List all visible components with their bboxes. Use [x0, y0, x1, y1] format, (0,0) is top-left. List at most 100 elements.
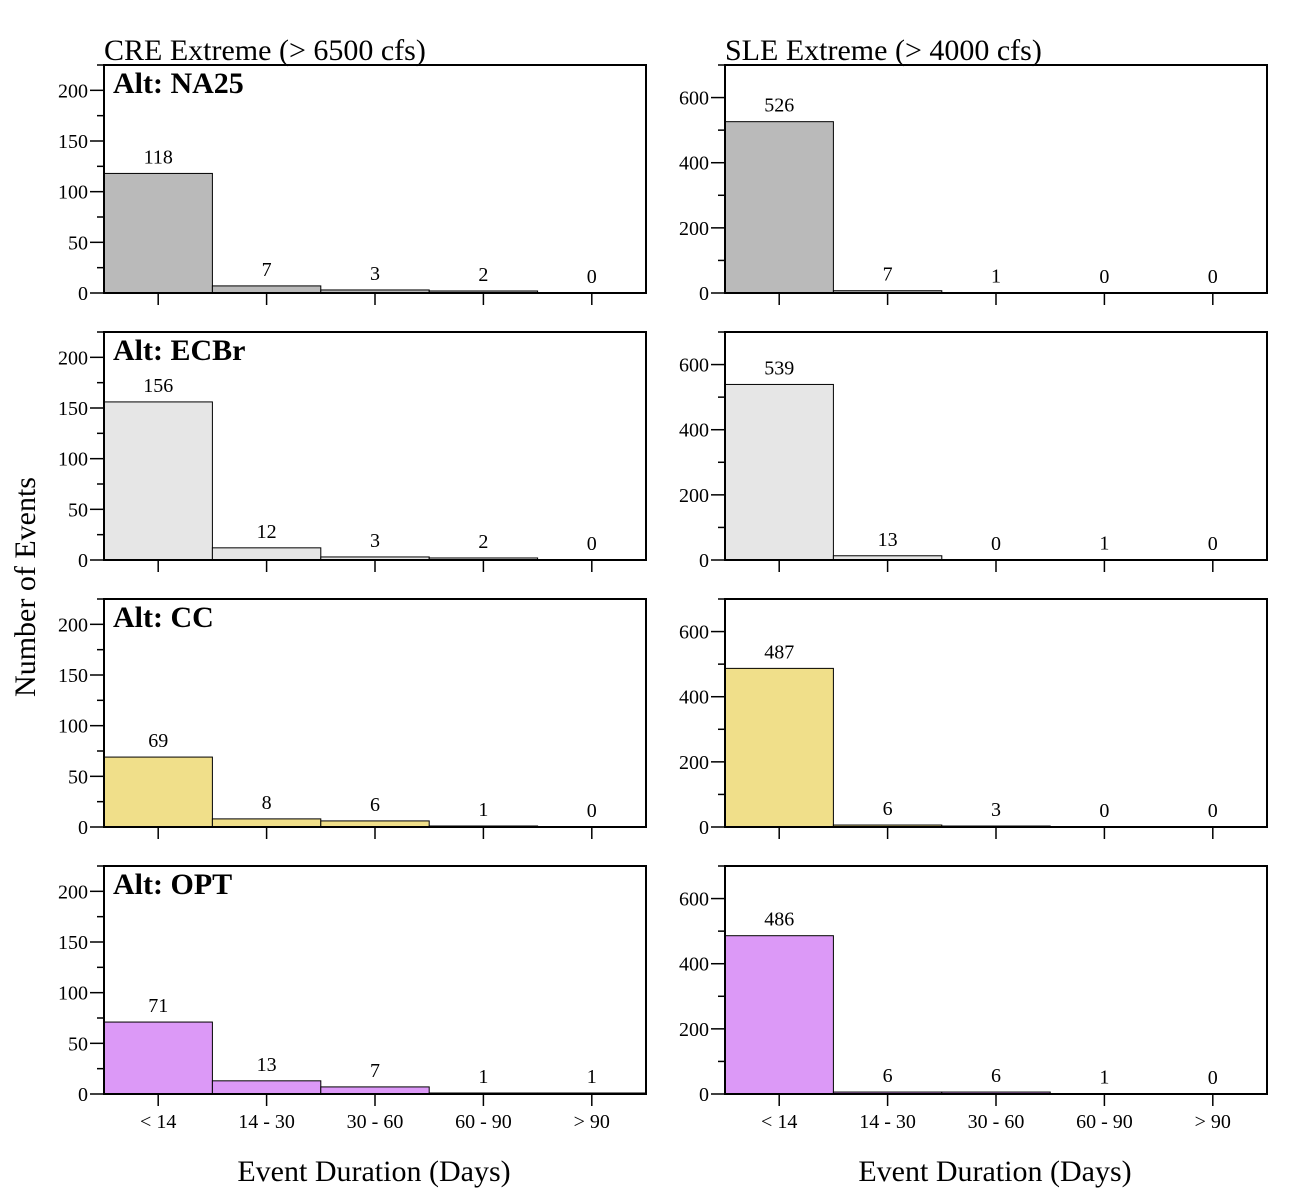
y-tick-label: 400 [679, 687, 709, 709]
panel-label: Alt: CC [113, 601, 214, 634]
bar-value-label: 0 [1208, 533, 1218, 555]
bar-value-label: 1 [587, 1066, 597, 1088]
bar-14-30 [211, 547, 322, 561]
x-tick-label-30-60: 30 - 60 [347, 1111, 404, 1133]
bar-value-label: 0 [991, 533, 1001, 555]
bar-value-label: 3 [370, 530, 380, 552]
bar-value-label: 0 [1208, 800, 1218, 822]
panel-alt-na25-sle: 526 7 1 0 0 0 200 400 600 [679, 64, 1268, 305]
y-tick-label: 600 [679, 88, 709, 110]
y-tick-label: 0 [699, 1084, 709, 1106]
y-tick-label: 50 [68, 766, 88, 788]
bar-value-label: 0 [587, 533, 597, 555]
y-tick-label: 400 [679, 420, 709, 442]
x-tick-label-30-60: 30 - 60 [968, 1111, 1025, 1133]
bar-value-label: 3 [991, 799, 1001, 821]
bar-value-label: 156 [143, 375, 173, 397]
y-tick-label: 150 [58, 398, 88, 420]
panel-alt-opt-sle: 486 6 6 1 0 0 200 400 600 < 14 14 - 30 30 - 60 60 - … [679, 865, 1268, 1133]
panel-label: Alt: NA25 [113, 67, 244, 100]
x-tick-label-90: > 90 [574, 1111, 610, 1133]
y-tick-label: 600 [679, 622, 709, 644]
bar-14 [724, 383, 834, 561]
x-tick-label-90: > 90 [1195, 1111, 1231, 1133]
bar-14 [103, 172, 213, 294]
bar-value-label: 486 [764, 909, 794, 931]
panel-label: Alt: ECBr [113, 334, 245, 367]
bar-14 [724, 121, 834, 294]
y-tick-label: 0 [78, 1084, 88, 1106]
y-tick-label: 0 [699, 283, 709, 305]
panel-alt-ecbr-sle: 539 13 0 1 0 0 200 400 600 [679, 331, 1268, 572]
bar-value-label: 6 [883, 798, 893, 820]
y-tick-label: 200 [58, 347, 88, 369]
bar-14-30 [211, 1080, 322, 1095]
bar-value-label: 1 [478, 799, 488, 821]
column-title-sle: SLE Extreme (> 4000 cfs) [725, 34, 1042, 67]
bar-value-label: 8 [262, 792, 272, 814]
bar-14 [724, 935, 834, 1095]
bar-value-label: 1 [478, 1066, 488, 1088]
bar-14-30 [211, 818, 322, 828]
bar-14 [103, 756, 213, 828]
bar-value-label: 7 [883, 264, 893, 286]
y-tick-label: 100 [58, 983, 88, 1005]
bar-value-label: 526 [764, 95, 794, 117]
y-tick-label: 150 [58, 665, 88, 687]
y-tick-label: 0 [78, 283, 88, 305]
y-tick-label: 0 [699, 550, 709, 572]
x-tick-label-60-90: 60 - 90 [455, 1111, 512, 1133]
bar-value-label: 6 [991, 1065, 1001, 1087]
y-tick-label: 400 [679, 954, 709, 976]
y-tick-label: 100 [58, 716, 88, 738]
bar-30-60 [320, 1086, 430, 1095]
bar-value-label: 0 [1208, 1067, 1218, 1089]
bar-value-label: 118 [144, 146, 173, 168]
x-tick-label-14-30: 14 - 30 [238, 1111, 295, 1133]
x-tick-label-14: < 14 [761, 1111, 797, 1133]
column-title-cre: CRE Extreme (> 6500 cfs) [104, 34, 426, 67]
y-tick-label: 0 [699, 817, 709, 839]
y-tick-label: 200 [679, 218, 709, 240]
x-tick-label-60-90: 60 - 90 [1076, 1111, 1133, 1133]
bar-value-label: 0 [1099, 800, 1109, 822]
bar-value-label: 7 [370, 1060, 380, 1082]
bar-value-label: 2 [478, 264, 488, 286]
bar-14-30 [211, 285, 322, 294]
bar-value-label: 0 [1208, 266, 1218, 288]
panel-alt-cc-sle: 487 6 3 0 0 0 200 400 600 [679, 598, 1268, 839]
bar-value-label: 0 [587, 266, 597, 288]
y-tick-label: 200 [679, 485, 709, 507]
bar-value-label: 1 [1099, 1067, 1109, 1089]
bar-value-label: 6 [370, 794, 380, 816]
bar-value-label: 0 [1099, 266, 1109, 288]
y-tick-label: 600 [679, 889, 709, 911]
bar-14 [724, 667, 834, 828]
y-tick-label: 0 [78, 817, 88, 839]
bar-value-label: 71 [148, 995, 168, 1017]
y-tick-label: 50 [68, 499, 88, 521]
y-tick-label: 50 [68, 1033, 88, 1055]
bar-value-label: 13 [257, 1054, 277, 1076]
bar-14 [103, 401, 213, 561]
bar-value-label: 12 [257, 521, 277, 543]
bar-14 [103, 1021, 213, 1095]
y-tick-label: 200 [58, 614, 88, 636]
bar-value-label: 1 [1099, 533, 1109, 555]
bar-value-label: 13 [878, 529, 898, 551]
x-axis-label-right: Event Duration (Days) [858, 1155, 1131, 1188]
y-tick-label: 50 [68, 232, 88, 254]
y-tick-label: 100 [58, 182, 88, 204]
x-tick-label-14-30: 14 - 30 [859, 1111, 916, 1133]
y-tick-label: 200 [58, 80, 88, 102]
bar-value-label: 3 [370, 263, 380, 285]
y-axis-label: Number of Events [9, 477, 42, 697]
y-tick-label: 600 [679, 355, 709, 377]
y-tick-label: 200 [679, 1019, 709, 1041]
y-tick-label: 0 [78, 550, 88, 572]
